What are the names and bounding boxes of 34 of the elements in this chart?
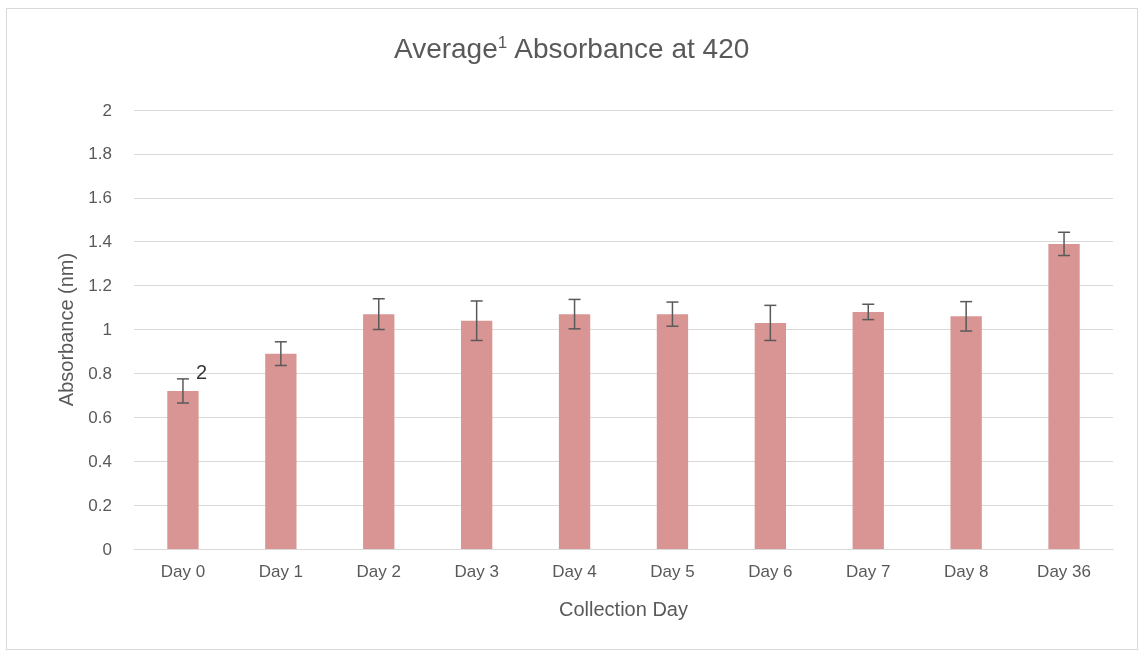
x-tick-label: Day 6 <box>748 562 793 581</box>
y-tick-label: 0.4 <box>88 451 112 471</box>
bar <box>558 314 591 549</box>
x-axis-title: Collection Day <box>559 598 688 620</box>
bar <box>265 353 297 549</box>
bar <box>460 320 493 549</box>
x-tick-label: Day 5 <box>650 562 695 581</box>
y-tick-label: 1 <box>102 320 112 339</box>
y-tick-label: 1.2 <box>88 276 112 296</box>
y-tick-label: 1.4 <box>88 232 112 252</box>
x-tick-label: Day 36 <box>1037 562 1091 581</box>
x-tick-label: Day 2 <box>356 562 401 581</box>
y-tick-label: 1.8 <box>88 144 112 164</box>
annotation: 2 <box>195 360 208 383</box>
bar <box>167 390 199 549</box>
x-tick-label: Day 4 <box>552 562 597 581</box>
y-tick-label: 2 <box>102 100 112 120</box>
y-tick-label: 0.6 <box>88 407 112 427</box>
y-tick-label: 1.6 <box>88 188 112 208</box>
bar <box>363 314 395 549</box>
x-tick-label: Day 7 <box>846 562 891 581</box>
x-tick-label: Day 8 <box>943 562 989 581</box>
bar <box>852 311 884 549</box>
y-axis-title: Absorbance (nm) <box>55 252 77 407</box>
x-tick-label: Day 3 <box>454 562 499 581</box>
y-tick-label: 0 <box>102 539 112 559</box>
bar <box>656 314 689 549</box>
y-tick-label: 0.2 <box>88 495 112 515</box>
x-tick-label: Day 1 <box>258 562 304 581</box>
bar <box>1048 243 1080 549</box>
y-tick-label: 0.8 <box>88 363 112 383</box>
bar <box>950 316 982 549</box>
bar <box>754 322 787 549</box>
x-tick-label: Day 0 <box>160 562 206 581</box>
